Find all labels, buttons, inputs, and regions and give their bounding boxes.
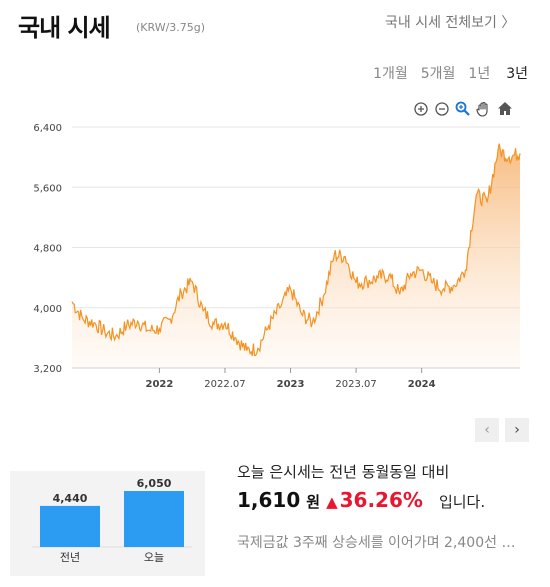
x-tick-label: 2023.07 (335, 379, 376, 390)
period-tabs: 1개월 5개월 1년 3년 (373, 63, 528, 83)
price-area (72, 143, 520, 368)
y-tick-label: 4,000 (33, 304, 62, 315)
y-axis: 3,200 4,000 4,800 5,600 6,400 (33, 123, 62, 375)
tab-1month[interactable]: 1개월 (373, 66, 408, 82)
bar-category-label: 전년 (60, 551, 80, 564)
chart-toolbar (412, 100, 513, 117)
bar-category-label: 오늘 (144, 551, 164, 564)
x-axis: 2022 2022.07 2023 2023.07 2024 (145, 368, 436, 390)
tab-1year[interactable]: 1년 (468, 66, 491, 82)
y-tick-label: 5,600 (33, 183, 62, 194)
bar-value-label: 4,440 (53, 492, 88, 505)
price-line (71, 143, 521, 357)
won-unit: 원 (306, 493, 321, 511)
zoom-in-icon[interactable] (412, 100, 429, 117)
summary-change: 1,610 원 ▲ 36.26% 입니다. (237, 488, 485, 512)
comparison-bar-chart: 4,440 전년 6,050 오늘 (10, 471, 205, 576)
summary-tail: 입니다. (438, 493, 486, 511)
x-tick-label: 2022.07 (204, 379, 245, 390)
y-tick-label: 6,400 (33, 123, 62, 134)
bar-value-label: 6,050 (137, 477, 172, 490)
tab-5months[interactable]: 5개월 (420, 66, 456, 82)
chart-prev-button[interactable]: ‹ (475, 418, 499, 442)
magnify-icon[interactable] (454, 100, 471, 117)
x-tick-label: 2024 (408, 379, 436, 390)
y-tick-label: 3,200 (33, 364, 62, 375)
chart-next-button[interactable]: › (505, 418, 529, 442)
news-headline[interactable]: 국제금값 3주째 상승세를 이어가며 2,400선 유지 (237, 535, 527, 551)
tab-3years[interactable]: 3년 (506, 66, 528, 82)
pan-hand-icon[interactable] (475, 100, 492, 117)
chart-grid (72, 126, 520, 309)
page-title: 국내 시세 (18, 14, 111, 42)
unit-label: (KRW/3.75g) (136, 21, 206, 34)
x-tick-label: 2022 (145, 379, 173, 390)
comparison-bar (40, 505, 100, 547)
zoom-out-icon[interactable] (433, 100, 450, 117)
summary-line: 오늘 은시세는 전년 동월동일 대비 (237, 463, 450, 481)
diff-value: 1,610 (237, 488, 301, 512)
x-tick-label: 2023 (277, 379, 305, 390)
change-percent: 36.26% (339, 488, 423, 512)
y-tick-label: 4,800 (33, 244, 62, 255)
comparison-bar (124, 491, 184, 547)
view-all-link[interactable]: 국내 시세 전체보기 〉 (385, 15, 516, 31)
up-arrow-icon: ▲ (326, 493, 338, 511)
home-icon[interactable] (496, 100, 513, 117)
